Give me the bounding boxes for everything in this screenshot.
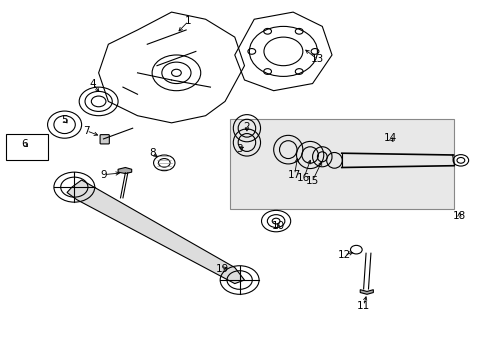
Text: 13: 13: [310, 54, 324, 64]
Text: 12: 12: [337, 250, 350, 260]
Bar: [6, 134, 47, 160]
Text: 2: 2: [243, 122, 250, 132]
FancyBboxPatch shape: [100, 135, 109, 144]
Text: 4: 4: [89, 78, 96, 89]
Text: 15: 15: [305, 176, 319, 186]
Text: 5: 5: [61, 115, 68, 125]
Text: 18: 18: [452, 211, 465, 221]
Polygon shape: [118, 167, 131, 174]
Text: 1: 1: [185, 16, 191, 26]
Text: 8: 8: [148, 148, 155, 158]
Polygon shape: [67, 180, 244, 284]
Text: 9: 9: [100, 170, 106, 180]
Text: 3: 3: [236, 144, 243, 154]
Text: 14: 14: [383, 133, 396, 143]
Text: 17: 17: [287, 170, 301, 180]
Text: 6: 6: [21, 139, 28, 149]
Text: 7: 7: [83, 126, 90, 136]
Text: 16: 16: [297, 173, 310, 183]
Polygon shape: [360, 290, 372, 294]
Bar: [229, 119, 453, 208]
Text: 11: 11: [356, 301, 369, 311]
Text: 10: 10: [271, 221, 285, 231]
Text: 19: 19: [216, 264, 229, 274]
